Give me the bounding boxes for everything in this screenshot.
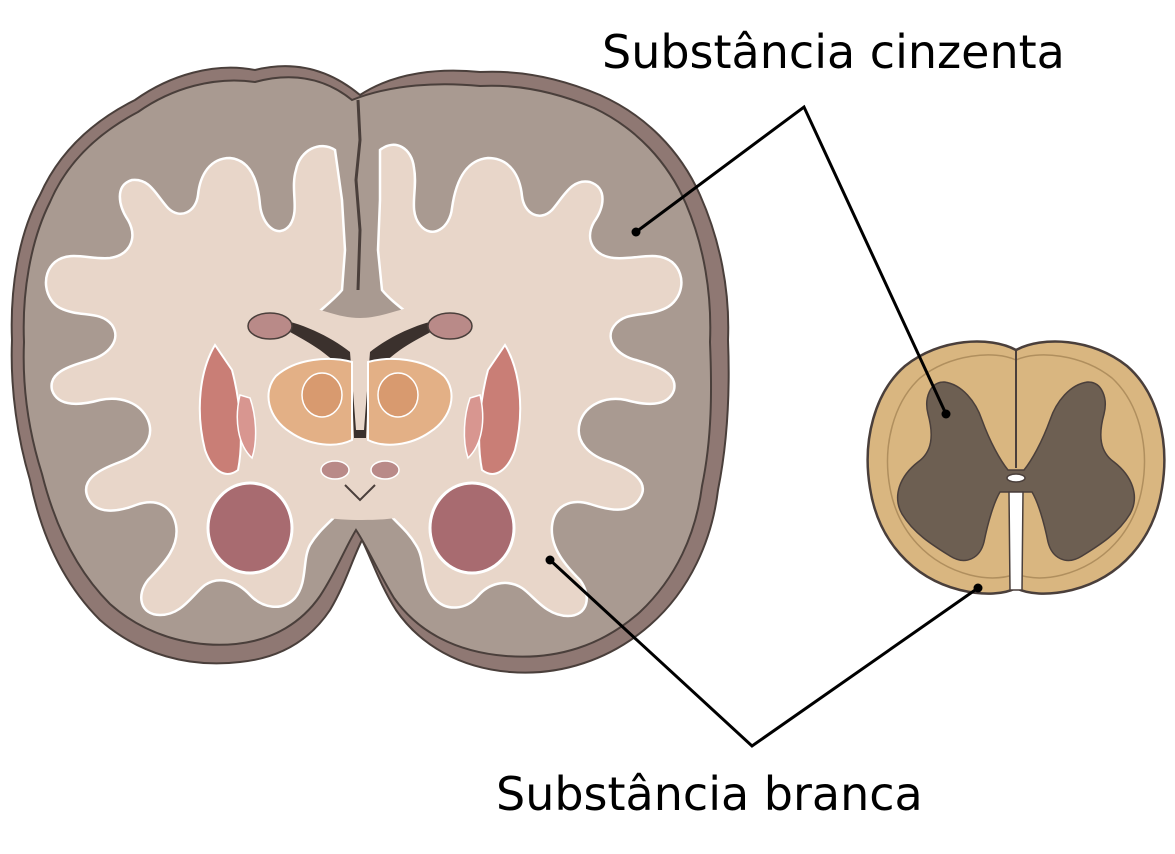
brain-coronal-section: [10, 65, 730, 674]
gray-matter-label: Substância cinzenta: [602, 25, 1065, 79]
spinal-gray-matter: [896, 381, 1136, 562]
spinal-cord-section: [866, 340, 1166, 595]
right-hippocampus: [428, 481, 516, 575]
gray-matter-leader: [631, 104, 951, 419]
longitudinal-fissure: [354, 99, 362, 291]
left-hippocampus: [206, 481, 294, 575]
left-caudate: [247, 312, 293, 340]
spinal-median-fissure: [1008, 491, 1024, 591]
right-globus-pallidus: [463, 394, 484, 460]
thalamus: [267, 357, 453, 446]
left-globus-pallidus: [236, 394, 257, 460]
central-canal: [1006, 473, 1026, 483]
white-matter-leader: [545, 555, 983, 748]
white-matter-label: Substância branca: [496, 767, 923, 821]
mammillary-region: [320, 460, 400, 502]
right-caudate: [427, 312, 473, 340]
